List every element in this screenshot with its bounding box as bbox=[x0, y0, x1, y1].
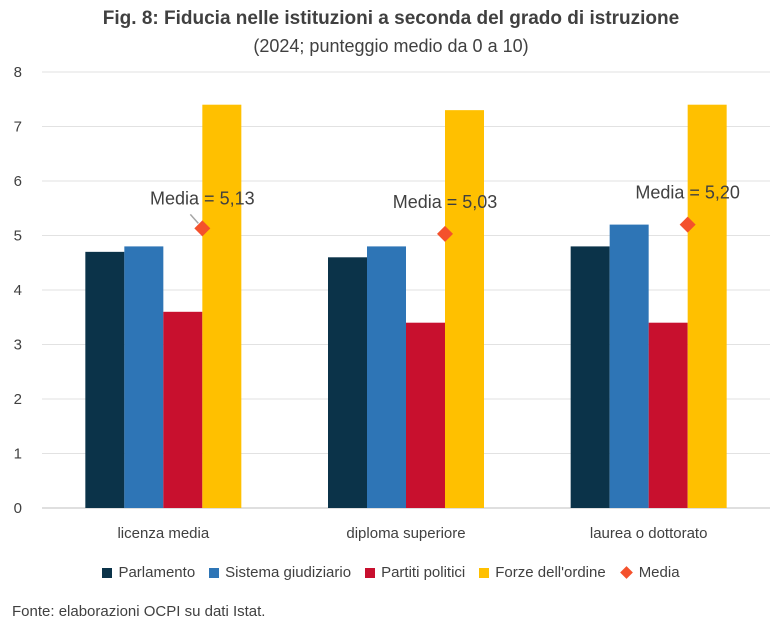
legend-item: Media bbox=[619, 564, 680, 581]
y-tick-label: 8 bbox=[14, 64, 22, 81]
bar bbox=[445, 110, 484, 509]
legend-swatch bbox=[209, 567, 220, 578]
category-label: diploma superiore bbox=[346, 525, 465, 542]
media-marker bbox=[194, 220, 211, 237]
legend-swatch bbox=[479, 567, 490, 578]
chart-subtitle: (2024; punteggio medio da 0 a 10) bbox=[253, 36, 529, 56]
media-marker bbox=[437, 225, 453, 242]
media-leader-line bbox=[189, 213, 199, 224]
y-tick-label: 5 bbox=[14, 228, 22, 245]
bar bbox=[609, 224, 649, 508]
category-label: licenza media bbox=[117, 525, 209, 542]
legend-item: Forze dell'ordine bbox=[479, 564, 606, 581]
legend-item: Sistema giudiziario bbox=[209, 564, 351, 581]
bar bbox=[406, 322, 445, 508]
y-tick-label: 1 bbox=[14, 446, 22, 463]
y-tick-label: 6 bbox=[14, 173, 22, 190]
category-label: laurea o dottorato bbox=[590, 525, 708, 542]
legend-item: Partiti politici bbox=[365, 564, 465, 581]
bar bbox=[367, 246, 406, 508]
bar bbox=[202, 104, 242, 508]
bar bbox=[163, 311, 203, 508]
bar bbox=[85, 251, 125, 508]
source-note: Fonte: elaborazioni OCPI su dati Istat. bbox=[12, 603, 266, 620]
media-label: Media = 5,03 bbox=[393, 192, 498, 212]
bar bbox=[328, 257, 367, 508]
media-markers: Media = 5,13 Media = 5,03 Media = 5,20 bbox=[150, 183, 740, 242]
legend-swatch bbox=[365, 567, 376, 578]
legend: Parlamento Sistema giudiziario Partiti pol… bbox=[0, 564, 782, 581]
media-label: Media = 5,13 bbox=[150, 188, 255, 208]
y-tick-label: 4 bbox=[14, 282, 22, 299]
chart-title: Fig. 8: Fiducia nelle istituzioni a seco… bbox=[102, 8, 680, 29]
media-label: Media = 5,20 bbox=[635, 183, 740, 203]
bar bbox=[570, 246, 610, 508]
y-tick-label: 7 bbox=[14, 119, 22, 136]
bar bbox=[687, 104, 727, 508]
legend-diamond-marker bbox=[619, 566, 633, 579]
legend-label: Parlamento bbox=[118, 564, 196, 581]
bar bbox=[648, 322, 688, 508]
y-tick-label: 0 bbox=[14, 500, 22, 517]
y-tick-label: 3 bbox=[14, 337, 22, 354]
media-marker bbox=[679, 216, 696, 233]
legend-label: Forze dell'ordine bbox=[495, 564, 606, 581]
bar-series bbox=[85, 104, 727, 509]
legend-swatch bbox=[102, 567, 113, 578]
legend-label: Sistema giudiziario bbox=[225, 564, 352, 581]
x-axis: licenza media diploma superiore laurea o d… bbox=[117, 525, 707, 542]
legend-label: Media bbox=[638, 564, 680, 581]
legend-item: Parlamento bbox=[102, 564, 195, 581]
bar bbox=[124, 246, 164, 508]
y-tick-label: 2 bbox=[14, 391, 22, 408]
legend-label: Partiti politici bbox=[381, 564, 466, 581]
